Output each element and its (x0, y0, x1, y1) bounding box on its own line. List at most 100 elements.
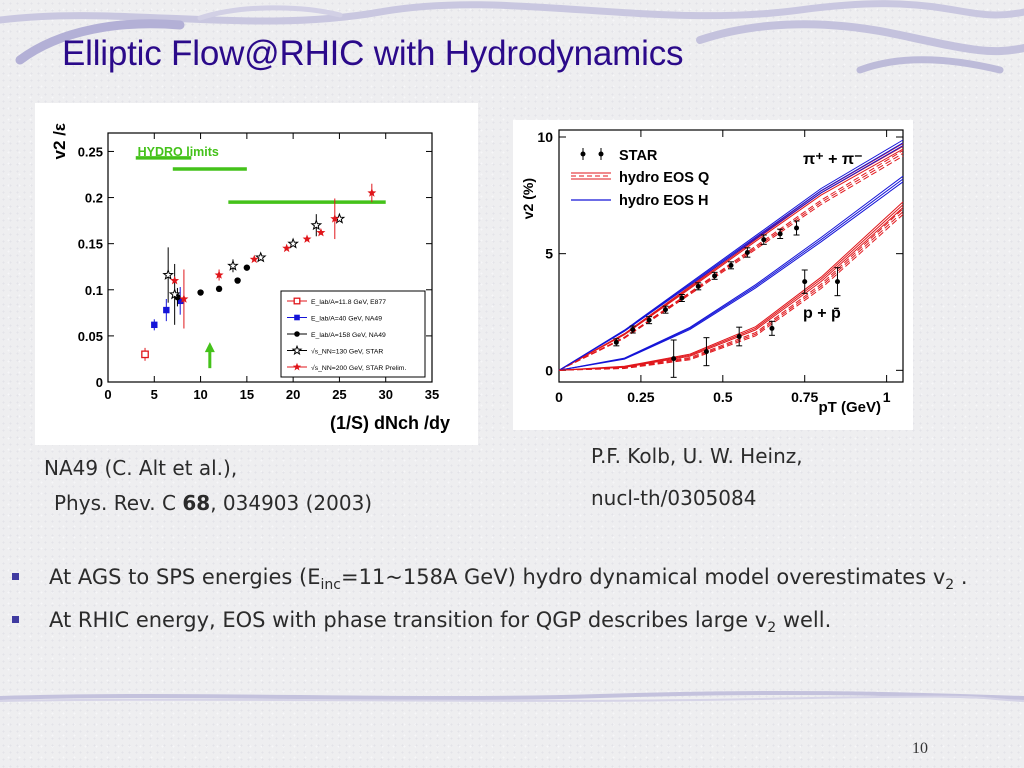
left-caption-line1: NA49 (C. Alt et al.), (44, 456, 238, 480)
hydro-curve (558, 155, 904, 371)
data-point (646, 317, 652, 323)
data-point (294, 331, 300, 337)
data-point (243, 264, 251, 271)
x-tick-label: 0 (555, 389, 563, 405)
bullet-text: . (954, 565, 968, 589)
bullet-text: At RHIC energy, EOS with phase transitio… (49, 608, 768, 633)
hydro-curve (558, 150, 904, 371)
decorative-swoosh-top (0, 0, 1024, 74)
v2-vs-density-chart: 0 5 10 15 20 25 30 35 0 0.05 0.1 0.15 0.2 0.25 (1/S) d… (50, 123, 450, 433)
caption-volume: 68 (182, 491, 211, 515)
right-caption-line1: P.F. Kolb, U. W. Heinz, (591, 444, 803, 468)
hydro-curve (558, 211, 904, 371)
plot-frame (558, 129, 904, 383)
hydro-curve (558, 175, 904, 371)
y-tick-label: 0.15 (78, 237, 103, 252)
data-point (227, 259, 239, 271)
legend-label: hydro EOS Q (619, 170, 709, 186)
data-point (294, 314, 300, 321)
data-point (728, 262, 734, 268)
caption-suffix: , 034903 (2003) (210, 491, 373, 515)
decorative-swoosh-bottom (0, 690, 1024, 702)
data-point (310, 219, 323, 231)
x-tick-label: 35 (425, 387, 439, 402)
legend-star-marker (598, 151, 604, 157)
series (151, 287, 184, 331)
arrow-head (204, 342, 215, 353)
data-point (367, 188, 377, 197)
data-series-pions (613, 220, 800, 347)
legend-label: hydro EOS H (619, 193, 708, 209)
y-tick-label: 10 (537, 129, 553, 145)
slide-title: Elliptic Flow@RHIC with Hydrodynamics (62, 34, 684, 73)
x-tick-label: 30 (378, 387, 392, 402)
data-series-protons (670, 267, 841, 378)
data-point (777, 231, 783, 237)
data-point (794, 225, 800, 231)
proton-label: p + p̄ (803, 305, 841, 322)
data-point (630, 327, 636, 332)
data-point (197, 289, 204, 296)
bullet-marker (12, 573, 19, 580)
hydro-curve (558, 152, 904, 371)
data-point (168, 288, 181, 300)
data-point (802, 279, 808, 285)
hydro-limits-label: HYDRO limits (138, 145, 219, 159)
y-tick-label: 0.1 (85, 283, 103, 298)
series (162, 212, 346, 325)
data-point (141, 350, 149, 359)
data-point (293, 297, 301, 305)
bullet-subscript: 2 (945, 577, 955, 594)
x-tick-label: 0 (104, 387, 111, 402)
hydro-curve (558, 208, 904, 371)
data-point (834, 279, 840, 285)
legend: STAR hydro EOS Q hydro EOS H (571, 148, 709, 209)
series (170, 183, 377, 329)
data-point (712, 273, 718, 279)
hydro-curve (558, 181, 904, 371)
plot-frame (107, 132, 433, 383)
data-point (291, 344, 303, 356)
y-tick-label: 0 (545, 362, 553, 378)
hydro-curve (558, 214, 904, 371)
series (141, 347, 149, 361)
x-tick-label: 20 (286, 387, 300, 402)
data-point (671, 356, 677, 362)
data-point (282, 243, 292, 253)
x-tick-label: 0.75 (791, 389, 818, 405)
data-point (287, 237, 299, 249)
x-tick-label: 15 (240, 387, 254, 402)
y-tick-label: 5 (545, 246, 553, 262)
y-tick-label: 0.05 (78, 329, 103, 344)
data-point (662, 307, 668, 313)
hydro-curve (558, 207, 904, 371)
right-caption-line2: nucl-th/0305084 (591, 486, 757, 510)
bullet-text: well. (776, 608, 832, 633)
data-point (163, 306, 170, 314)
data-point (179, 294, 189, 303)
data-point (744, 250, 750, 255)
hydro-curve (558, 145, 904, 371)
data-point (302, 234, 312, 243)
legend-label: E_lab/A=40 GeV, NA49 (311, 316, 382, 323)
x-axis-label: pT (GeV) (819, 399, 882, 416)
y-tick-label: 0.2 (85, 191, 103, 206)
data-point (292, 362, 302, 371)
legend-label: E_lab/A=11.8 GeV, E877 (311, 299, 386, 306)
data-point (177, 297, 184, 305)
bullet-item: At RHIC energy, EOS with phase transitio… (12, 605, 1017, 643)
pion-label: π⁺ + π⁻ (803, 151, 863, 168)
data-point (703, 349, 709, 355)
left-caption-line2: Phys. Rev. C 68, 034903 (2003) (54, 491, 372, 515)
x-axis-label: (1/S) dNch /dy (330, 413, 450, 433)
left-chart-panel: 0 5 10 15 20 25 30 35 0 0.05 0.1 0.15 0.2 0.25 (1/S) d… (35, 103, 478, 445)
data-point (151, 321, 158, 329)
bullet-list: At AGS to SPS energies (Einc=11~158A GeV… (12, 562, 1017, 648)
hydro-curve (558, 201, 904, 371)
x-tick-label: 10 (193, 387, 207, 402)
legend-label: √s_NN=130 GeV, STAR (311, 348, 383, 356)
bullet-item: At AGS to SPS energies (Einc=11~158A GeV… (12, 562, 1017, 600)
bullet-marker (12, 616, 19, 624)
legend-label: E_lab/A=158 GeV, NA49 (311, 332, 386, 339)
caption-prefix: Phys. Rev. C (54, 491, 183, 515)
